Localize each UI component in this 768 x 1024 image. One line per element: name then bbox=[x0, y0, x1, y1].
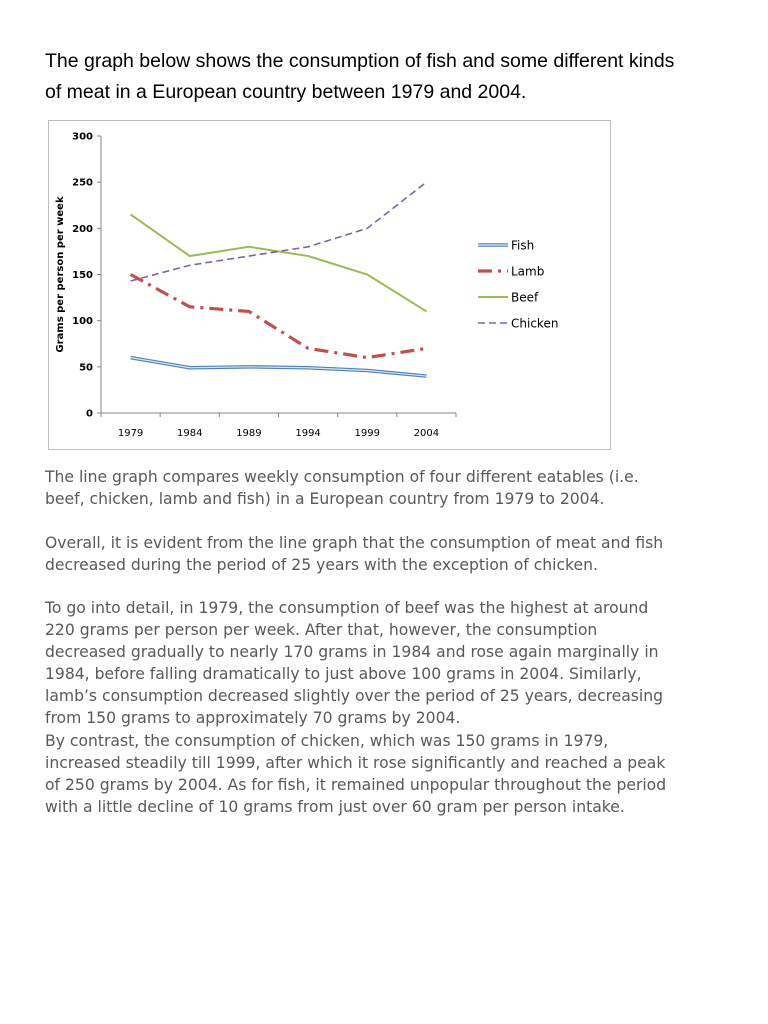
chart-frame bbox=[48, 120, 611, 450]
text-line: 220 grams per person per week. After tha… bbox=[45, 621, 598, 639]
x-tick-label: 1984 bbox=[177, 428, 202, 439]
legend-label-fish: Fish bbox=[511, 239, 534, 253]
y-tick-label: 250 bbox=[72, 178, 93, 189]
x-tick-label: 2004 bbox=[414, 428, 439, 439]
paragraph-contrast: By contrast, the consumption of chicken,… bbox=[45, 730, 666, 818]
series-lamb-line bbox=[129, 273, 427, 360]
y-tick-label: 50 bbox=[79, 362, 93, 373]
text-line: lamb’s consumption decreased slightly ov… bbox=[45, 687, 664, 705]
text-line: of 250 grams by 2004. As for fish, it re… bbox=[45, 776, 667, 794]
heading: The graph below shows the consumption of… bbox=[45, 46, 674, 108]
heading-line: of meat in a European country between 19… bbox=[45, 81, 527, 103]
y-tick-label: 150 bbox=[72, 270, 93, 281]
paragraph-overview: Overall, it is evident from the line gra… bbox=[45, 532, 663, 576]
text-line: decreased gradually to nearly 170 grams … bbox=[45, 643, 659, 661]
text-line: 1984, before falling dramatically to jus… bbox=[45, 665, 642, 683]
paragraph-intro: The line graph compares weekly consumpti… bbox=[45, 466, 639, 510]
series-beef-line bbox=[130, 213, 427, 313]
paragraph-detail: To go into detail, in 1979, the consumpt… bbox=[45, 597, 663, 729]
series-chicken-line bbox=[130, 181, 427, 282]
legend-label-chicken: Chicken bbox=[511, 317, 558, 331]
series-fish-line-inner bbox=[130, 357, 427, 377]
text-line: beef, chicken, lamb and fish) in a Europ… bbox=[45, 490, 605, 508]
text-line: decreased during the period of 25 years … bbox=[45, 556, 598, 574]
y-tick-label: 0 bbox=[86, 409, 93, 420]
text-line: increased steadily till 1999, after whic… bbox=[45, 754, 666, 772]
x-tick-label: 1994 bbox=[295, 428, 320, 439]
y-tick-label: 300 bbox=[72, 132, 93, 143]
text-line: from 150 grams to approximately 70 grams… bbox=[45, 709, 461, 727]
heading-line: The graph below shows the consumption of… bbox=[45, 50, 675, 72]
text-line: To go into detail, in 1979, the consumpt… bbox=[45, 599, 649, 617]
text-line: with a little decline of 10 grams from j… bbox=[45, 798, 625, 816]
x-tick-label: 1999 bbox=[355, 428, 380, 439]
text-line: By contrast, the consumption of chicken,… bbox=[45, 732, 609, 750]
legend-label-beef: Beef bbox=[511, 291, 539, 305]
text-line: The line graph compares weekly consumpti… bbox=[45, 468, 639, 486]
x-tick-label: 1979 bbox=[118, 428, 143, 439]
legend-label-lamb: Lamb bbox=[511, 265, 544, 279]
y-axis-label: Grams per person per week bbox=[55, 196, 66, 353]
x-tick-label: 1989 bbox=[236, 428, 261, 439]
line-chart: 0 50 100 150 200 250 300 1979 1984 1989 1994 1999 20… bbox=[48, 120, 611, 450]
text-line: Overall, it is evident from the line gra… bbox=[45, 534, 664, 552]
y-tick-label: 200 bbox=[72, 224, 93, 235]
y-tick-label: 100 bbox=[72, 316, 93, 327]
